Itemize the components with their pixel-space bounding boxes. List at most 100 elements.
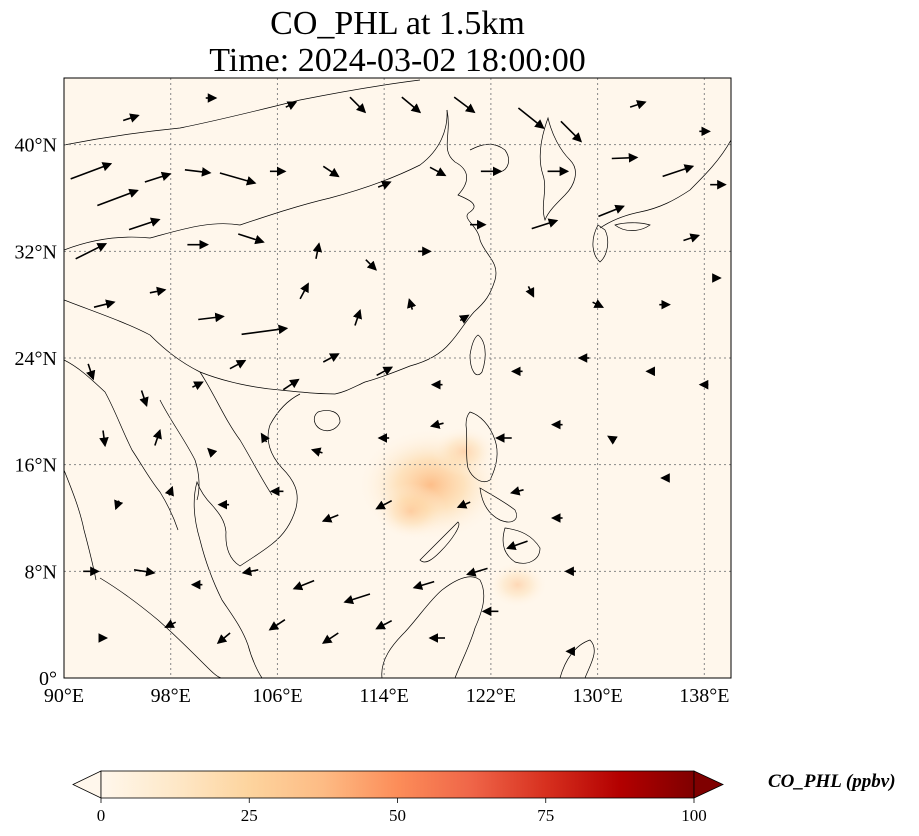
wind-arrow [184,167,212,177]
wind-arrow [322,353,340,363]
wind-arrow [352,308,363,326]
wind-arrow [322,165,340,178]
colorbar-gradient [100,770,695,799]
lon-tick-label: 122°E [466,685,516,707]
wind-arrow [466,567,488,577]
wind-arrow [517,107,545,129]
border-laos-vietnam [199,371,273,496]
coastline-sumatra [99,577,223,678]
map-subtitle-time: Time: 2024-03-02 18:00:00 [209,42,586,79]
colorbar-tick-label: 25 [241,806,258,825]
wind-arrow [198,312,225,323]
wind-vectors [70,93,727,657]
coastline-mindanao [502,527,541,564]
coastline-palawan [419,521,460,563]
map-frame [63,77,732,679]
wind-arrow [310,447,323,457]
wind-arrow [365,259,377,271]
latitude-axis: 0° 8°N 16°N 24°N 32°N 40°N [15,135,57,690]
wind-arrow [285,101,298,111]
co-plume-1 [374,483,448,540]
wind-arrow [152,428,162,446]
graticule [64,78,731,678]
wind-arrow [149,286,167,297]
wind-arrow [375,619,393,630]
wind-arrow [456,499,471,509]
wind-arrow [114,499,124,511]
wind-arrow [375,499,393,510]
co-plume-3 [487,561,548,608]
wind-arrow [133,566,156,577]
lat-tick-label: 16°N [15,455,57,477]
wind-arrow [510,486,524,496]
wind-arrow [343,593,371,605]
wind-arrow [598,204,625,218]
coastline-china [334,109,497,395]
lon-tick-label: 90°E [44,685,84,707]
border-mongolia [64,79,421,146]
wind-arrow [429,166,447,177]
wind-arrow [241,566,259,576]
wind-arrow [458,314,470,324]
coastline-myanmar [64,359,179,531]
co-concentration-layer [357,426,548,608]
wind-arrow [377,180,392,190]
wind-arrow [70,162,113,180]
lat-tick-label: 40°N [15,135,57,157]
wind-arrow [592,299,605,308]
map-title: CO_PHL at 1.5km [270,5,525,42]
lat-tick-label: 0° [39,668,57,690]
coastline-borneo [381,576,485,678]
colorbar-ticks: 0 25 50 75 100 [97,798,707,825]
wind-arrow [229,359,247,370]
coastline-bohai [469,143,509,173]
lon-tick-label: 130°E [572,685,622,707]
wind-arrow [99,430,109,448]
wind-arrow [607,435,618,445]
colorbar-extend-max [693,770,724,799]
map-background [64,78,731,678]
coastline-japan-shikoku [614,222,651,231]
wind-arrow [241,324,289,336]
wind-arrow [506,540,528,551]
wind-arrow [164,485,174,497]
map-panel [63,77,732,679]
wind-arrow [128,217,161,231]
coastlines-and-borders [64,79,731,678]
colorbar-tick-label: 100 [681,806,707,825]
wind-arrow [216,632,231,645]
coastline-japan-kyushu [592,224,609,263]
colorbar: 0 25 50 75 100 CO_PHL (ppbv) [72,770,896,825]
longitude-axis: 90°E 98°E 106°E 114°E 122°E 130°E 138°E [44,685,730,707]
coastline-japan-honshu [599,139,731,229]
colorbar-tick-label: 50 [389,806,406,825]
wind-arrow [164,619,177,628]
wind-arrow [321,632,339,644]
coastline-hainan [313,410,341,431]
coastline-sulawesi [559,639,595,678]
coastline-korea [539,116,576,222]
wind-arrow [321,513,339,523]
wind-arrow [144,171,172,183]
wind-arrow [407,298,417,310]
border-thailand [159,399,200,501]
lat-tick-label: 8°N [25,561,57,583]
wind-arrow [75,243,108,260]
lon-tick-label: 138°E [679,685,729,707]
wind-arrow [629,100,647,110]
coastline-visayas [479,487,517,523]
coastline-bay-bengal [64,469,97,581]
wind-arrow [525,285,535,298]
wind-arrow [299,282,309,300]
wind-arrow [429,419,444,429]
co-plume-2 [431,426,497,477]
wind-arrow [219,172,257,186]
wind-arrow [238,233,265,245]
coastline-indochina [193,393,301,678]
wind-arrow [282,378,300,391]
wind-arrow [312,242,323,259]
wind-arrow [611,153,639,163]
lon-tick-label: 114°E [359,685,408,707]
coastline-luzon [465,411,498,482]
